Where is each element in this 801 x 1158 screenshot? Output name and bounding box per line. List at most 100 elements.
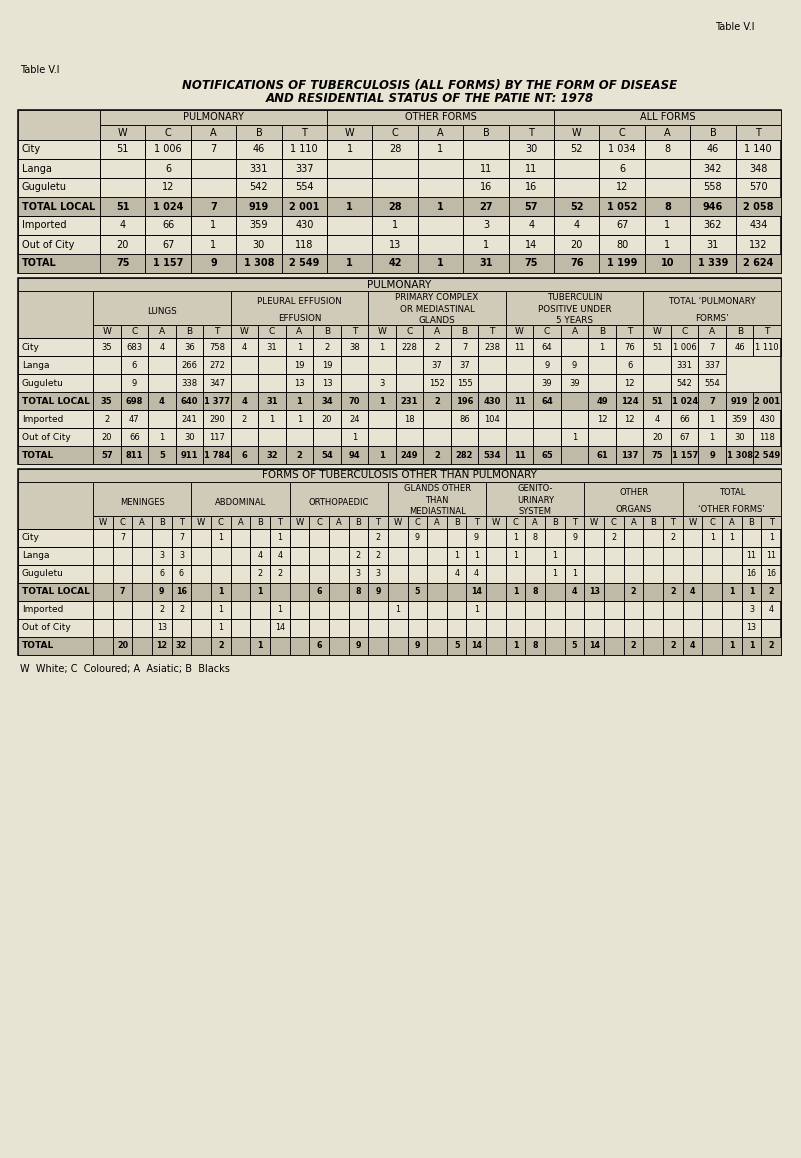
Bar <box>191 547 211 565</box>
Bar <box>191 159 236 178</box>
Text: 20: 20 <box>102 432 112 441</box>
Bar <box>290 529 309 547</box>
Text: 919: 919 <box>249 201 269 212</box>
Bar <box>313 338 340 356</box>
Text: 6: 6 <box>316 642 322 651</box>
Bar <box>270 620 290 637</box>
Bar <box>18 547 93 565</box>
Text: 5: 5 <box>415 587 420 596</box>
Bar <box>645 140 690 159</box>
Text: 4: 4 <box>159 396 165 405</box>
Bar <box>682 582 702 601</box>
Bar <box>18 469 781 482</box>
Text: TOTAL: TOTAL <box>22 258 57 269</box>
Bar <box>368 516 388 529</box>
Bar <box>554 178 599 197</box>
Text: PULMONARY: PULMONARY <box>183 112 244 123</box>
Bar <box>761 516 781 529</box>
Bar <box>231 529 250 547</box>
Text: 1 006: 1 006 <box>673 343 697 352</box>
Text: B: B <box>461 327 468 336</box>
Bar <box>682 620 702 637</box>
Bar <box>478 410 505 428</box>
Bar <box>509 178 554 197</box>
Text: 19: 19 <box>294 360 304 369</box>
Bar <box>93 356 120 374</box>
Text: W: W <box>590 518 598 527</box>
Bar <box>690 235 735 254</box>
Bar <box>327 125 372 140</box>
Text: 1: 1 <box>218 606 223 615</box>
Bar <box>18 374 93 393</box>
Bar <box>616 374 643 393</box>
Text: 75: 75 <box>651 450 663 460</box>
Bar <box>93 620 113 637</box>
Text: 1 308: 1 308 <box>727 450 753 460</box>
Bar <box>152 547 171 565</box>
Bar <box>645 235 690 254</box>
Bar <box>329 620 348 637</box>
Text: 9: 9 <box>473 534 479 542</box>
Bar <box>690 125 735 140</box>
Bar <box>702 547 722 565</box>
Text: 24: 24 <box>349 415 360 424</box>
Text: 16: 16 <box>480 183 492 192</box>
Bar <box>545 637 565 655</box>
Bar <box>761 637 781 655</box>
Bar <box>423 446 451 464</box>
Bar <box>451 428 478 446</box>
Text: B: B <box>650 518 656 527</box>
Bar <box>290 601 309 620</box>
Bar <box>624 516 643 529</box>
Text: 4: 4 <box>454 570 459 579</box>
Bar <box>702 529 722 547</box>
Text: 1 157: 1 157 <box>671 450 698 460</box>
Text: 14: 14 <box>471 642 482 651</box>
Bar <box>18 469 781 655</box>
Bar <box>616 410 643 428</box>
Bar <box>645 217 690 235</box>
Bar <box>599 140 645 159</box>
Text: 155: 155 <box>457 379 473 388</box>
Text: 11: 11 <box>747 551 756 560</box>
Bar <box>698 356 726 374</box>
Bar <box>171 516 191 529</box>
Bar <box>231 338 258 356</box>
Text: 534: 534 <box>483 450 501 460</box>
Bar <box>478 374 505 393</box>
Text: Table V.l: Table V.l <box>715 22 755 32</box>
Text: 2: 2 <box>434 396 440 405</box>
Bar <box>624 637 643 655</box>
Text: 347: 347 <box>209 379 225 388</box>
Bar <box>643 547 663 565</box>
Bar <box>585 637 604 655</box>
Bar <box>671 446 698 464</box>
Bar <box>663 601 682 620</box>
Bar <box>282 159 327 178</box>
Bar <box>427 637 447 655</box>
Text: 66: 66 <box>162 220 175 230</box>
Bar <box>604 565 624 582</box>
Bar <box>18 197 100 217</box>
Bar <box>643 446 671 464</box>
Text: 1: 1 <box>665 220 670 230</box>
Bar <box>286 338 313 356</box>
Text: POSITIVE UNDER: POSITIVE UNDER <box>537 305 611 314</box>
Text: A: A <box>533 518 538 527</box>
Bar <box>120 446 148 464</box>
Text: C: C <box>392 127 398 138</box>
Bar <box>152 601 171 620</box>
Bar <box>554 197 599 217</box>
Bar <box>589 428 616 446</box>
Bar <box>18 620 93 637</box>
Text: T: T <box>214 327 219 336</box>
Bar <box>329 601 348 620</box>
Bar <box>735 197 781 217</box>
Text: 12: 12 <box>156 642 167 651</box>
Bar <box>599 197 645 217</box>
Text: C: C <box>611 518 617 527</box>
Bar <box>231 410 258 428</box>
Text: 8: 8 <box>356 587 361 596</box>
Bar <box>463 140 509 159</box>
Text: 282: 282 <box>456 450 473 460</box>
